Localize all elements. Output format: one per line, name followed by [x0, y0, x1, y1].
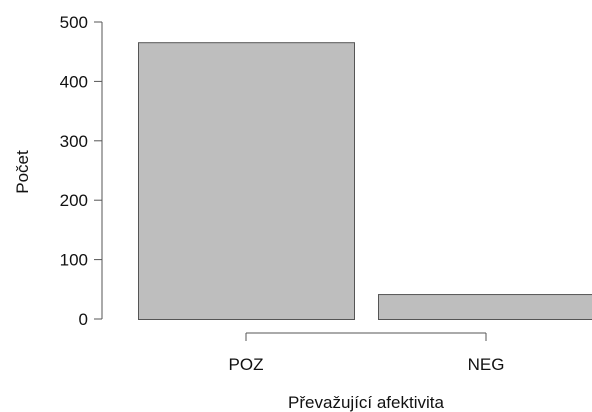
y-tick-label: 100 — [60, 251, 88, 270]
x-axis: POZ NEG — [229, 332, 505, 374]
y-tick-label: 500 — [60, 13, 88, 32]
bar-neg — [378, 294, 592, 321]
bars — [138, 42, 592, 321]
y-tick-label: 0 — [79, 310, 88, 329]
y-axis: 0 100 200 300 400 500 — [60, 13, 103, 329]
y-axis-title: Počet — [13, 150, 32, 194]
x-tick-label: NEG — [468, 355, 505, 374]
y-tick-label: 200 — [60, 191, 88, 210]
bar-poz — [138, 42, 355, 320]
y-tick-label: 300 — [60, 132, 88, 151]
x-axis-title: Převažující afektivita — [288, 393, 444, 412]
x-tick-label: POZ — [229, 355, 264, 374]
y-tick-label: 400 — [60, 72, 88, 91]
